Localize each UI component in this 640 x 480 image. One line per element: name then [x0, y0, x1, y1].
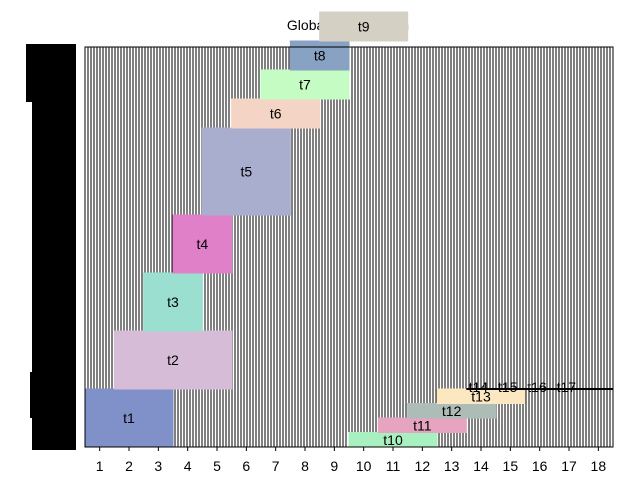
task-label-t13: t13 — [471, 388, 491, 404]
task-label-t5: t5 — [240, 164, 252, 180]
x-tick-label: 5 — [213, 458, 221, 474]
task-bar-t2 — [113, 330, 233, 390]
x-tick-label: 9 — [330, 458, 338, 474]
task-label-t6: t6 — [270, 106, 282, 122]
task-bar-t3 — [143, 272, 203, 332]
x-tick-label: 12 — [415, 458, 431, 474]
task-bar-t7 — [260, 69, 350, 100]
task-bar-t5 — [201, 127, 291, 216]
task-label-t3: t3 — [167, 294, 179, 310]
x-tick-label: 18 — [591, 458, 607, 474]
x-tick-label: 7 — [272, 458, 280, 474]
x-tick-label: 1 — [96, 458, 104, 474]
x-tick-label: 8 — [301, 458, 309, 474]
task-label-t15: t15 — [498, 379, 518, 395]
task-label-t12: t12 — [442, 403, 462, 419]
task-bar-t6 — [231, 98, 321, 129]
task-bar-t4 — [172, 214, 233, 274]
y-axis-overlap-blob — [32, 44, 76, 450]
x-tick-label: 4 — [184, 458, 192, 474]
x-tick-label: 3 — [154, 458, 162, 474]
task-label-t4: t4 — [196, 236, 208, 252]
x-tick-label: 2 — [125, 458, 133, 474]
x-tick-label: 16 — [532, 458, 548, 474]
task-label-t16: t16 — [527, 379, 547, 395]
y-axis-overlap-blob — [30, 372, 36, 418]
task-label-t2: t2 — [167, 352, 179, 368]
task-label-t14: t14 — [469, 379, 489, 395]
x-tick-label: 13 — [444, 458, 460, 474]
task-bar-t8 — [289, 40, 350, 71]
x-tick-label: 17 — [561, 458, 577, 474]
y-axis-overlap-blob — [26, 44, 34, 102]
x-axis-ticks: 1 2 3 4 5 6 7 8 9 10 11 12 13 14 15 16 17 18 — [96, 447, 607, 474]
task-label-t10: t10 — [383, 432, 403, 448]
x-tick-label: 11 — [386, 458, 401, 474]
x-tick-label: 14 — [473, 458, 489, 474]
plot-frame — [84, 46, 614, 448]
task-label-t9: t9 — [358, 19, 370, 35]
task-label-t11: t11 — [413, 417, 432, 433]
task-label-t1: t1 — [123, 410, 135, 426]
y-axis-label-blob — [26, 44, 76, 450]
task-bar-t1 — [84, 388, 174, 448]
x-tick-label: 15 — [503, 458, 519, 474]
task-label-t7: t7 — [299, 77, 311, 93]
task-label-t8: t8 — [314, 48, 326, 64]
x-tick-label: 6 — [242, 458, 250, 474]
task-label-t17: t17 — [557, 379, 577, 395]
task-bar-t9 — [319, 11, 409, 42]
x-tick-label: 10 — [356, 458, 372, 474]
